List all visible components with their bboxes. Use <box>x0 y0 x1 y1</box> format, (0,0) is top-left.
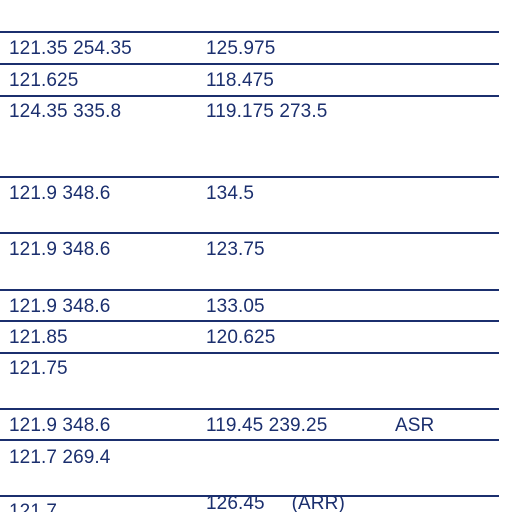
frequency-primary: 121.9 348.6 <box>9 296 111 317</box>
frequency-primary: 121.9 348.6 <box>9 183 111 204</box>
frequency-primary: 121.7 <box>9 501 58 512</box>
table-rule <box>0 439 499 441</box>
frequency-secondary: 125.975 <box>206 38 276 59</box>
table-rule <box>0 95 499 97</box>
frequency-primary: 121.75 <box>9 358 68 379</box>
frequency-secondary: 134.5 <box>206 183 255 204</box>
table-rule <box>0 289 499 291</box>
frequency-secondary: 120.625 <box>206 327 276 348</box>
table-rule <box>0 31 499 33</box>
frequency-secondary: 118.475 <box>206 70 274 91</box>
table-rule <box>0 408 499 410</box>
table-rule <box>0 176 499 178</box>
frequency-primary: 121.9 348.6 <box>9 239 111 260</box>
frequency-primary: 124.35 335.8 <box>9 101 122 122</box>
frequency-secondary: 119.45 239.25 <box>206 415 328 436</box>
frequency-secondary: 119.175 273.5 <box>206 101 328 122</box>
frequency-secondary: 126.45 (ARR) 128.475 (DEP) <box>206 493 345 512</box>
table-rule <box>0 63 499 65</box>
table-rule <box>0 320 499 322</box>
frequency-primary: 121.35 254.35 <box>9 38 132 59</box>
frequency-primary: 121.85 <box>9 327 68 348</box>
frequency-primary: 121.625 <box>9 70 79 91</box>
frequency-secondary: 133.05 <box>206 296 265 317</box>
frequency-primary: 121.9 348.6 <box>9 415 111 436</box>
frequency-secondary: 123.75 <box>206 239 265 260</box>
table-rule <box>0 495 499 497</box>
table-rule <box>0 352 499 354</box>
service-label: ASR <box>395 415 435 436</box>
frequency-primary: 121.7 269.4 <box>9 447 111 468</box>
table-rule <box>0 232 499 234</box>
